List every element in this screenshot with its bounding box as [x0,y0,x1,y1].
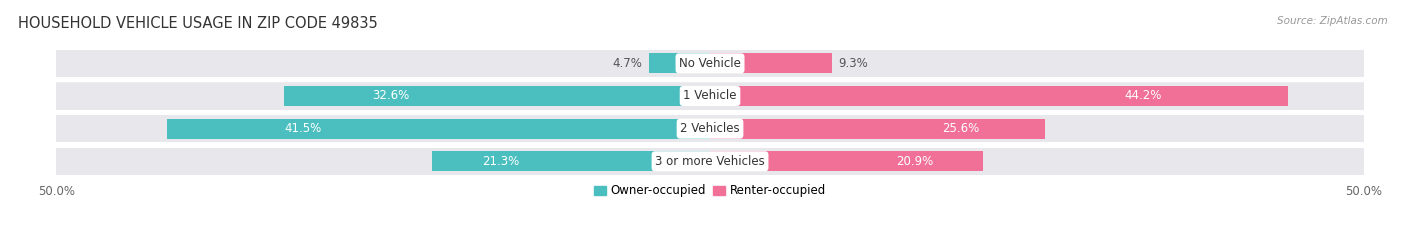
Bar [284,86,710,106]
Bar [56,50,1364,77]
Bar [710,119,1045,139]
Text: 3 or more Vehicles: 3 or more Vehicles [655,155,765,168]
Text: 44.2%: 44.2% [1125,89,1163,102]
Bar [56,82,1364,110]
Text: 4.7%: 4.7% [612,57,643,70]
Text: 9.3%: 9.3% [838,57,868,70]
Text: 1 Vehicle: 1 Vehicle [683,89,737,102]
Text: 41.5%: 41.5% [284,122,322,135]
Text: 20.9%: 20.9% [897,155,934,168]
Text: Source: ZipAtlas.com: Source: ZipAtlas.com [1277,16,1388,26]
Bar [710,151,983,172]
Text: HOUSEHOLD VEHICLE USAGE IN ZIP CODE 49835: HOUSEHOLD VEHICLE USAGE IN ZIP CODE 4983… [18,16,378,31]
Bar [710,86,1288,106]
Text: 25.6%: 25.6% [942,122,980,135]
Text: 2 Vehicles: 2 Vehicles [681,122,740,135]
Text: 21.3%: 21.3% [482,155,520,168]
Text: 32.6%: 32.6% [371,89,409,102]
Legend: Owner-occupied, Renter-occupied: Owner-occupied, Renter-occupied [589,179,831,202]
Bar [167,119,710,139]
Bar [710,53,831,73]
Text: No Vehicle: No Vehicle [679,57,741,70]
Bar [432,151,710,172]
Bar [56,115,1364,142]
Bar [648,53,710,73]
Bar [56,148,1364,175]
